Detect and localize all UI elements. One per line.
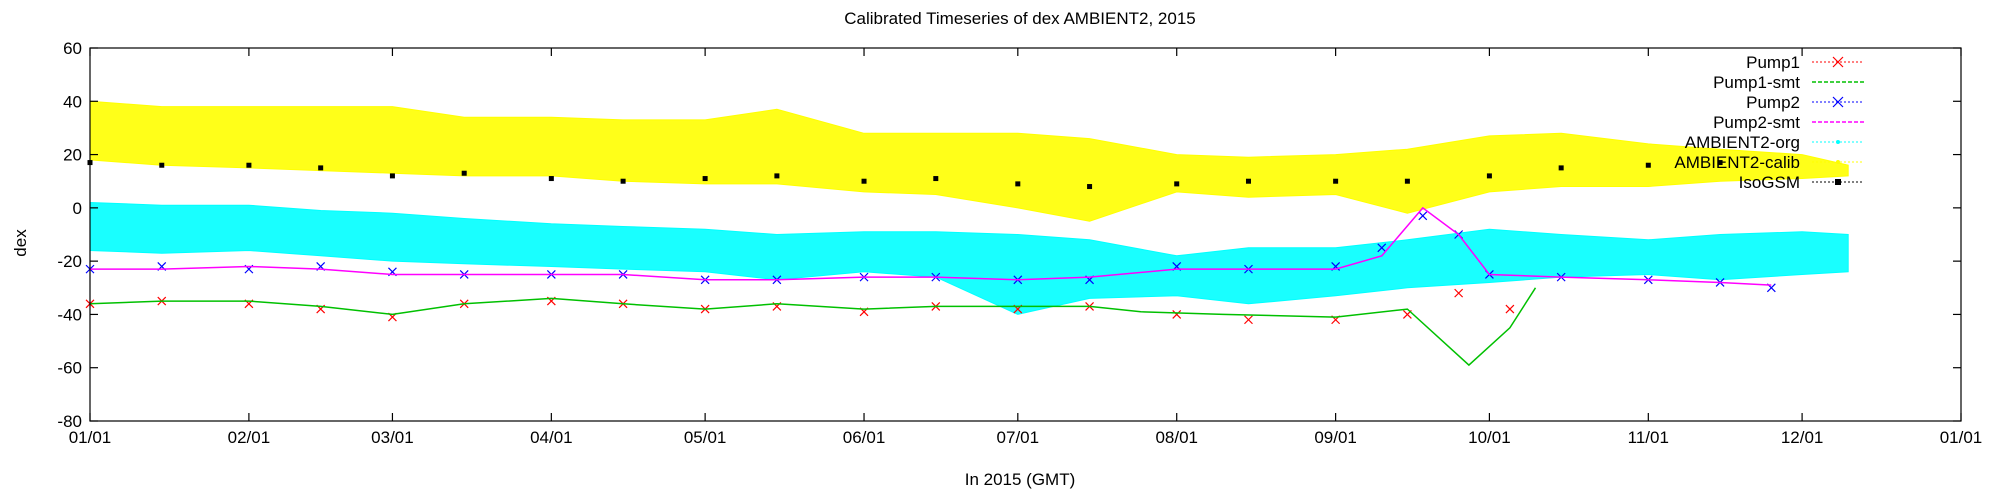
- point: [1245, 178, 1251, 184]
- point: [1087, 184, 1093, 190]
- legend-swatch-marker: [1835, 179, 1841, 185]
- point: [1404, 178, 1410, 184]
- line-pump2-smt: [90, 206, 1772, 286]
- legend-item-pump1: Pump1: [1746, 53, 1864, 72]
- series-pump1-smt: [89, 287, 1537, 367]
- point: [620, 178, 626, 184]
- x-tick-label: 08/01: [1155, 428, 1198, 447]
- y-tick-label: -20: [57, 252, 82, 271]
- point: [1486, 173, 1492, 179]
- x-tick-label: 11/01: [1628, 428, 1669, 447]
- y-tick-label: -80: [57, 412, 82, 431]
- point: [318, 165, 324, 171]
- legend-swatch-marker: [1836, 140, 1840, 144]
- x-tick-label: 02/01: [228, 428, 271, 447]
- band-ambient2-org: [89, 201, 1849, 315]
- legend-item-pump2-smt: Pump2-smt: [1713, 113, 1864, 132]
- legend-label: Pump2-smt: [1713, 113, 1800, 132]
- point: [461, 170, 467, 176]
- x-tick-label: 01/01: [1940, 428, 1983, 447]
- point: [861, 178, 867, 184]
- point: [1172, 310, 1182, 319]
- x-tick-label: 12/01: [1781, 428, 1824, 447]
- x-tick-label: 10/01: [1468, 428, 1511, 447]
- point: [702, 176, 708, 182]
- legend-label: AMBIENT2-calib: [1674, 153, 1800, 172]
- point: [1015, 181, 1021, 187]
- point: [1558, 165, 1564, 171]
- legend-item-isogsm: IsoGSM: [1739, 173, 1864, 192]
- y-tick-label: 40: [63, 92, 82, 111]
- series-isogsm: [87, 160, 1723, 190]
- legend-item-pump1-smt: Pump1-smt: [1713, 73, 1864, 92]
- y-tick-label: 60: [63, 39, 82, 58]
- y-tick-label: 0: [73, 199, 82, 218]
- plot-frame: [89, 47, 1962, 422]
- point: [1333, 178, 1339, 184]
- point: [933, 176, 939, 182]
- legend-label: Pump2: [1746, 93, 1800, 112]
- y-tick-label: -40: [57, 305, 82, 324]
- x-tick-label: 07/01: [997, 428, 1040, 447]
- point: [1505, 304, 1515, 314]
- x-tick-label: 05/01: [684, 428, 727, 447]
- point: [1418, 211, 1428, 221]
- point: [1377, 243, 1387, 253]
- x-tick-label: 04/01: [530, 428, 573, 447]
- point: [1645, 162, 1651, 168]
- chart-title: Calibrated Timeseries of dex AMBIENT2, 2…: [844, 9, 1196, 28]
- series-ambient2-calib: [89, 100, 1849, 222]
- x-axis-label: In 2015 (GMT): [965, 470, 1076, 489]
- line-pump1-smt: [89, 287, 1537, 367]
- point: [1174, 181, 1180, 187]
- legend-label: Pump1-smt: [1713, 73, 1800, 92]
- legend-item-ambient2-org: AMBIENT2-org: [1685, 133, 1864, 152]
- x-tick-label: 09/01: [1314, 428, 1357, 447]
- x-tick-label: 06/01: [843, 428, 886, 447]
- legend-item-pump2: Pump2: [1746, 93, 1864, 112]
- point: [159, 162, 165, 168]
- series-pump2-smt: [90, 206, 1772, 286]
- legend-swatch-marker: [1836, 160, 1840, 164]
- legend-label: AMBIENT2-org: [1685, 133, 1800, 152]
- legend-swatch-marker: [1832, 96, 1844, 108]
- legend-swatch-marker: [1832, 56, 1844, 68]
- legend-label: Pump1: [1746, 53, 1800, 72]
- y-tick-label: 20: [63, 146, 82, 165]
- point: [1244, 315, 1253, 325]
- point: [774, 173, 780, 179]
- point: [1717, 160, 1723, 166]
- point: [389, 173, 395, 179]
- point: [246, 162, 252, 168]
- series-layer: [85, 100, 1849, 367]
- legend-label: IsoGSM: [1739, 173, 1800, 192]
- x-tick-label: 01/01: [69, 428, 112, 447]
- x-tick-label: 03/01: [371, 428, 414, 447]
- series-ambient2-org: [89, 201, 1849, 315]
- legend-item-ambient2-calib: AMBIENT2-calib: [1674, 153, 1864, 172]
- band-ambient2-calib: [89, 100, 1849, 222]
- y-tick-label: -60: [57, 359, 82, 378]
- legend: Pump1Pump1-smtPump2Pump2-smtAMBIENT2-org…: [1674, 53, 1864, 192]
- point: [548, 176, 554, 182]
- y-axis-label: dex: [11, 229, 30, 257]
- point: [1454, 288, 1464, 298]
